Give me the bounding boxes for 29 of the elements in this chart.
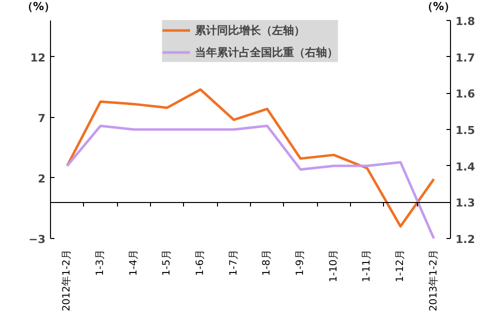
y-tick-label: −3: [28, 233, 46, 246]
legend-label: 当年累计占全国比重（右轴）: [195, 44, 338, 60]
legend-label: 累计同比增长（左轴）: [195, 22, 305, 38]
x-tick-label: 1-5月: [162, 249, 173, 276]
x-tick-label: 1-9月: [295, 249, 306, 276]
y-tick-label: 2: [38, 172, 46, 186]
y2-tick-label: 1.4: [456, 160, 476, 174]
x-tick-label: 2013年1-2月: [427, 249, 440, 312]
y2-tick-label: 1.3: [456, 196, 475, 210]
y2-tick-label: 1.6: [456, 88, 476, 101]
y2-tick-label: 1.5: [456, 124, 475, 137]
x-tick-label: 1-3月: [95, 249, 106, 276]
y2-tick-label: 1.2: [456, 233, 475, 246]
x-tick-label: 1-4月: [128, 249, 140, 276]
x-tick-label: 1-12月: [395, 249, 406, 282]
x-tick-label: 1-6月: [195, 249, 206, 276]
y-tick-label: 12: [30, 51, 46, 64]
x-tick-label: 1-7月: [228, 249, 240, 276]
y-axis-title: （%）: [22, 0, 56, 14]
y2-tick-label: 1.8: [456, 15, 475, 28]
x-tick-label: 2012年1-2月: [60, 249, 73, 312]
x-tick-label: 1-10月: [328, 249, 340, 282]
y-tick-label: 7: [38, 112, 46, 125]
x-tick-label: 1-11月: [362, 249, 373, 282]
x-tick-label: 1-8月: [262, 249, 273, 276]
line-series: [66, 124, 436, 238]
line-series: [66, 88, 436, 228]
y2-tick-label: 1.7: [456, 51, 475, 64]
y2-axis-title: （%）: [422, 0, 456, 14]
